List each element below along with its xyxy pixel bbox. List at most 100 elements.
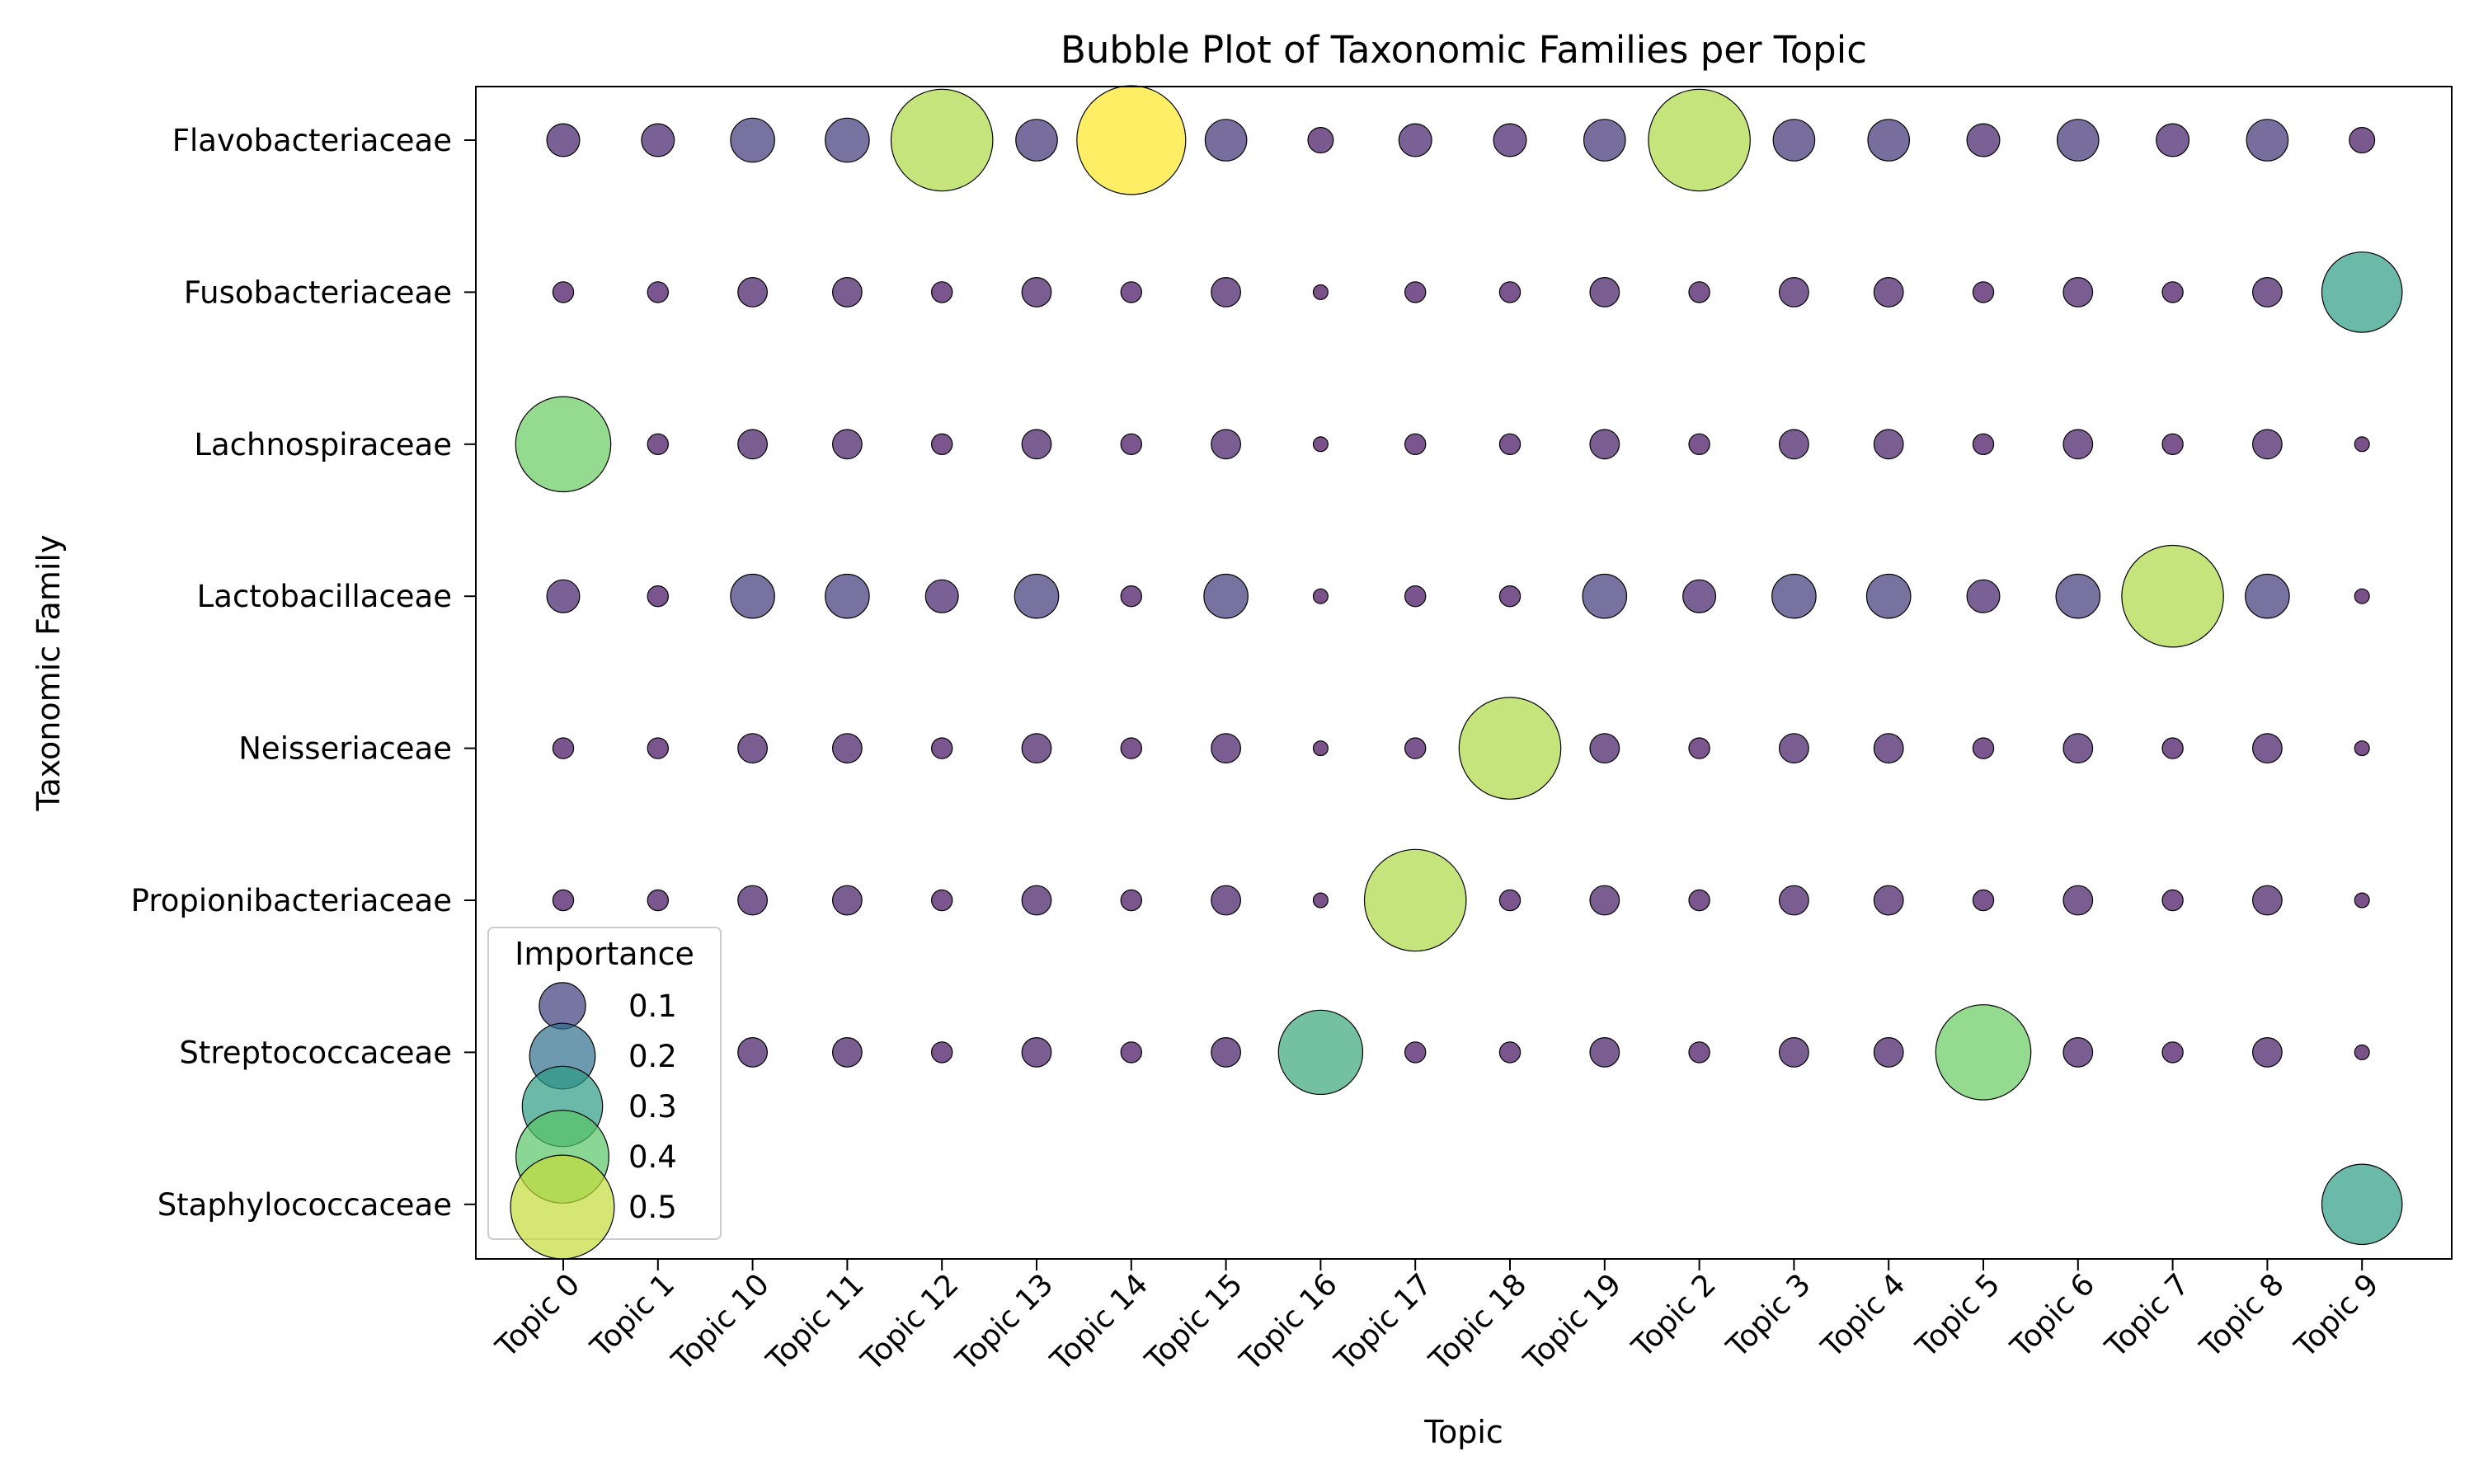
bubble (1021, 885, 1052, 916)
bubble (552, 737, 575, 759)
bubble (737, 277, 768, 308)
bubble (737, 429, 768, 460)
bubble (1688, 1041, 1710, 1064)
bubble (2321, 251, 2403, 333)
bubble (647, 433, 670, 456)
bubble (1688, 281, 1710, 303)
bubble (825, 117, 870, 163)
bubble (1589, 1036, 1620, 1068)
legend-label: 0.3 (628, 1089, 677, 1125)
bubble (1778, 885, 1809, 916)
bubble (1873, 733, 1904, 763)
bubble (2062, 277, 2094, 308)
legend-label: 0.5 (628, 1190, 677, 1225)
bubble (1312, 892, 1329, 909)
bubble (1120, 889, 1143, 912)
bubble (1688, 889, 1710, 912)
bubble (1972, 281, 1995, 303)
y-axis: Flavobacteriaceae Fusobacteriaceae Lachnos… (131, 123, 476, 1223)
x-axis-label: Topic (1423, 1414, 1503, 1450)
bubble (2161, 737, 2184, 759)
bubble (1363, 848, 1467, 952)
bubble (1120, 585, 1143, 608)
bubble (924, 579, 959, 613)
bubble (1021, 277, 1052, 308)
bubble (2349, 127, 2376, 154)
bubble (832, 1036, 863, 1068)
bubble (832, 429, 863, 460)
bubble (2121, 544, 2224, 648)
bubble (1682, 579, 1717, 613)
bubble (2161, 1041, 2184, 1064)
bubble (1312, 740, 1329, 757)
bubble (1120, 1041, 1143, 1064)
bubble (2062, 1036, 2094, 1068)
bubble (1873, 277, 1904, 308)
bubble (2062, 429, 2094, 460)
bubble (1498, 433, 1522, 456)
bubble (1589, 429, 1620, 460)
bubble (2062, 885, 2094, 916)
bubble (1778, 429, 1809, 460)
bubble (1398, 123, 1432, 157)
bubble (1778, 277, 1809, 308)
bubble (552, 889, 575, 912)
bubble (2161, 889, 2184, 912)
bubble (1404, 433, 1427, 456)
bubble (930, 889, 953, 912)
y-tick-label: Neisseriaceae (238, 731, 452, 767)
bubble (1203, 573, 1249, 619)
bubble (1972, 433, 1995, 456)
bubble (1583, 119, 1626, 162)
legend-title: Importance (515, 936, 694, 972)
bubble (1021, 429, 1052, 460)
bubble (2354, 892, 2370, 909)
bubble (737, 733, 768, 763)
bubble (1771, 573, 1817, 619)
bubble (1972, 737, 1995, 759)
y-tick-label: Flavobacteriaceae (172, 123, 452, 158)
bubble (1873, 885, 1904, 916)
bubble (1972, 889, 1995, 912)
bubble (1312, 588, 1329, 604)
bubble (1120, 433, 1143, 456)
bubble (2354, 1044, 2370, 1060)
legend-marker (510, 1154, 615, 1260)
bubble (1076, 85, 1187, 195)
bubble (1204, 119, 1248, 162)
bubble (1312, 284, 1329, 300)
y-tick-label: Fusobacteriaceae (184, 275, 452, 310)
bubble (2161, 281, 2184, 303)
bubble (737, 1036, 768, 1068)
y-tick-label: Staphylococcaceae (158, 1187, 452, 1223)
bubble (930, 281, 953, 303)
bubble (730, 573, 775, 619)
bubble (2321, 1163, 2403, 1246)
bubble (2246, 119, 2289, 162)
bubble (2354, 740, 2370, 757)
bubble (1582, 573, 1628, 619)
bubble (730, 117, 775, 163)
bubble (1498, 585, 1522, 608)
bubble (1772, 119, 1816, 162)
bubble (515, 396, 612, 493)
chart-title: Bubble Plot of Taxonomic Families per To… (1061, 28, 1867, 72)
bubble (647, 585, 670, 608)
bubble (2245, 573, 2290, 619)
bubble (1312, 436, 1329, 453)
bubble (1404, 281, 1427, 303)
legend-label: 0.1 (628, 989, 677, 1024)
bubble (1211, 429, 1241, 460)
y-tick-label: Lactobacillaceae (197, 579, 452, 614)
bubble (1015, 119, 1058, 162)
bubble (1688, 737, 1710, 759)
bubble (1120, 281, 1143, 303)
plot-area (515, 85, 2403, 1246)
bubble (890, 88, 994, 192)
bubble (2251, 733, 2283, 763)
bubble (1873, 429, 1904, 460)
bubble (2251, 1036, 2283, 1068)
bubble (1589, 733, 1620, 763)
bubble (1014, 573, 1060, 619)
